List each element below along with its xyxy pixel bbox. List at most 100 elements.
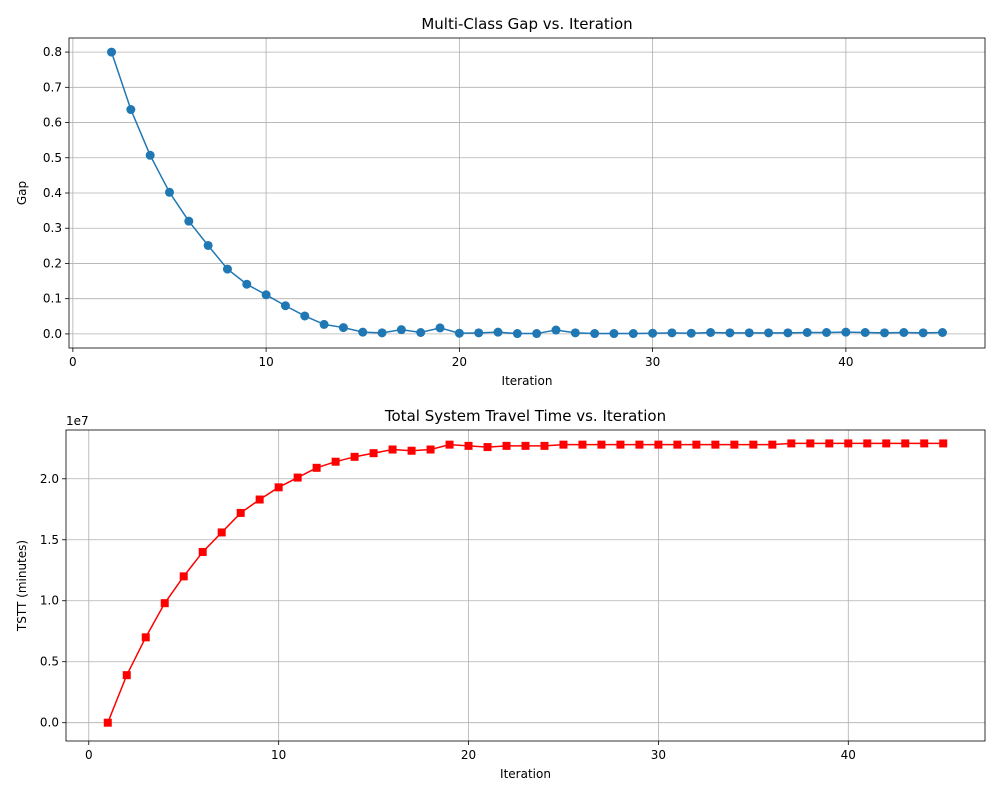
data-point xyxy=(483,443,492,452)
data-point xyxy=(590,329,600,339)
data-point xyxy=(937,328,947,337)
y-tick-label: 0.0 xyxy=(43,327,62,341)
data-point xyxy=(369,449,378,458)
data-point xyxy=(711,440,720,449)
chart-title: Total System Travel Time vs. Iteration xyxy=(384,407,666,425)
gap-chart: 0 10 20 30 40 0.0 0.1 0.2 0.3 0.4 0.5 0.6 0.7 0.8 Mult… xyxy=(15,15,986,388)
data-point xyxy=(160,599,169,608)
data-point xyxy=(667,328,677,338)
y-tick-label: 0.5 xyxy=(40,655,59,669)
data-point xyxy=(145,150,155,160)
data-point xyxy=(882,439,891,448)
data-point xyxy=(141,633,150,642)
data-point xyxy=(635,440,644,449)
data-point xyxy=(825,439,834,448)
data-point xyxy=(179,572,188,581)
y-tick-label: 0.8 xyxy=(43,45,62,59)
data-point xyxy=(103,718,112,727)
data-point xyxy=(764,328,774,338)
data-point xyxy=(863,439,872,448)
data-point xyxy=(107,47,117,57)
data-point xyxy=(692,440,701,449)
data-point xyxy=(749,440,758,449)
y-axis-label: TSTT (minutes) xyxy=(15,540,29,632)
x-tick-label: 0 xyxy=(85,748,93,762)
data-point xyxy=(521,441,530,450)
data-point xyxy=(388,445,397,454)
data-point xyxy=(502,441,511,450)
data-point xyxy=(350,452,359,461)
y-tick-label: 0.0 xyxy=(40,716,59,730)
tstt-chart: 0 10 20 30 40 0.0 0.5 1.0 1.5 2.0 Total System Tra… xyxy=(15,407,986,781)
data-point xyxy=(551,325,561,335)
data-point xyxy=(787,439,796,448)
data-point xyxy=(844,439,853,448)
data-point xyxy=(464,441,473,450)
data-point xyxy=(899,328,909,337)
y-axis-label: Gap xyxy=(15,181,29,205)
x-tick-label: 30 xyxy=(645,355,660,369)
data-point xyxy=(184,216,194,226)
data-point xyxy=(493,327,503,337)
x-tick-label: 30 xyxy=(651,748,666,762)
data-point xyxy=(319,319,329,329)
y-tick-label: 0.1 xyxy=(43,292,62,306)
data-point xyxy=(648,328,658,338)
data-point xyxy=(416,328,426,337)
data-point xyxy=(261,290,271,300)
data-point xyxy=(616,440,625,449)
data-point xyxy=(920,439,929,448)
data-point xyxy=(686,328,696,338)
data-point xyxy=(435,323,445,333)
data-point xyxy=(396,325,406,335)
data-point xyxy=(673,440,682,449)
data-point xyxy=(822,328,832,337)
data-point xyxy=(300,311,310,321)
data-point xyxy=(540,441,549,450)
y-tick-label: 0.3 xyxy=(43,221,62,235)
data-point xyxy=(407,446,416,455)
data-point xyxy=(236,508,245,517)
x-axis-label: Iteration xyxy=(502,374,553,388)
data-point xyxy=(512,329,522,339)
data-point xyxy=(860,328,870,337)
data-point xyxy=(426,445,435,454)
data-point xyxy=(806,439,815,448)
data-point xyxy=(358,327,368,337)
y-tick-label: 1.5 xyxy=(40,533,59,547)
y-tick-label: 0.7 xyxy=(43,80,62,94)
data-point xyxy=(312,463,321,472)
data-point xyxy=(242,279,252,289)
x-axis-label: Iteration xyxy=(500,767,551,781)
data-point xyxy=(203,240,213,250)
data-point xyxy=(609,329,619,339)
data-point xyxy=(474,328,484,338)
y-tick-label: 0.6 xyxy=(43,116,62,130)
chart-title: Multi-Class Gap vs. Iteration xyxy=(421,15,632,33)
data-point xyxy=(706,328,716,337)
x-tick-label: 20 xyxy=(452,355,467,369)
data-point xyxy=(570,328,580,338)
data-point xyxy=(802,328,812,337)
x-tick-label: 40 xyxy=(838,355,853,369)
data-point xyxy=(532,329,542,339)
x-tick-label: 10 xyxy=(258,355,273,369)
data-point xyxy=(274,483,283,492)
data-point xyxy=(783,328,793,338)
data-point xyxy=(122,671,131,680)
data-point xyxy=(841,327,851,337)
y-tick-label: 0.2 xyxy=(43,256,62,270)
data-point xyxy=(377,328,387,338)
data-point xyxy=(198,547,207,556)
data-point xyxy=(880,328,890,338)
data-point xyxy=(222,264,232,274)
x-tick-label: 0 xyxy=(69,355,77,369)
y-tick-label: 0.5 xyxy=(43,151,62,165)
data-point xyxy=(559,440,568,449)
data-point xyxy=(730,440,739,449)
data-point xyxy=(901,439,910,448)
data-point xyxy=(454,328,464,338)
data-point xyxy=(445,440,454,449)
data-point xyxy=(768,440,777,449)
axes-frame xyxy=(65,429,986,742)
